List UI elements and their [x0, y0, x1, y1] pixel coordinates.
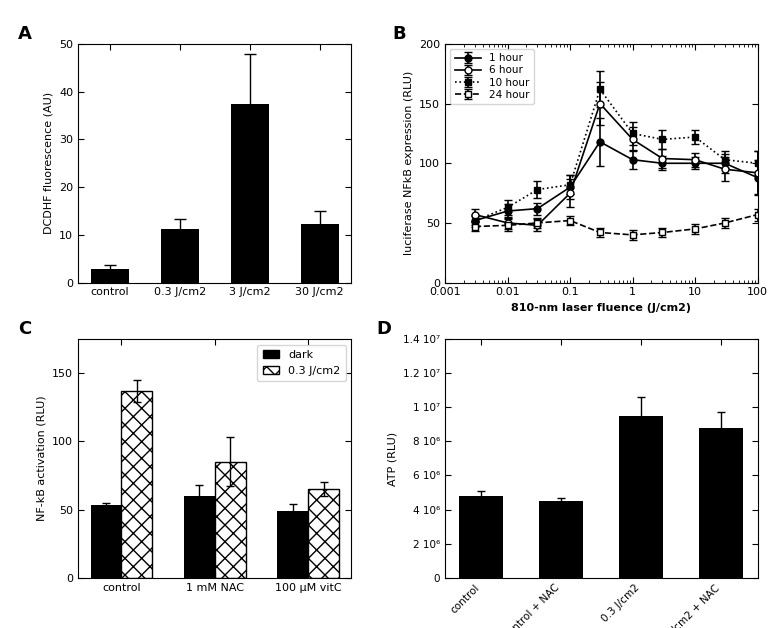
Bar — [184, 496, 215, 578]
Y-axis label: ATP (RLU): ATP (RLU) — [387, 431, 398, 485]
Legend: dark, 0.3 J/cm2: dark, 0.3 J/cm2 — [257, 345, 346, 381]
Bar — [540, 501, 583, 578]
X-axis label: 810-nm laser fluence (J/cm2): 810-nm laser fluence (J/cm2) — [512, 303, 691, 313]
Bar — [161, 229, 199, 283]
Bar — [459, 496, 504, 578]
Text: C: C — [18, 320, 31, 338]
Bar — [619, 416, 663, 578]
Bar — [308, 489, 339, 578]
Text: B: B — [392, 25, 405, 43]
Bar — [91, 269, 129, 283]
Y-axis label: DCDHF fluorescence (AU): DCDHF fluorescence (AU) — [44, 92, 54, 234]
Bar — [699, 428, 744, 578]
Y-axis label: NF-kB activation (RLU): NF-kB activation (RLU) — [37, 396, 47, 521]
Y-axis label: luciferase NFkB expression (RLU): luciferase NFkB expression (RLU) — [404, 71, 414, 256]
Text: A: A — [18, 25, 32, 43]
Legend: 1 hour, 6 hour, 10 hour, 24 hour: 1 hour, 6 hour, 10 hour, 24 hour — [451, 49, 533, 104]
Text: D: D — [376, 320, 391, 338]
Bar — [230, 104, 269, 283]
Bar — [91, 506, 121, 578]
Bar — [277, 511, 308, 578]
Bar — [301, 224, 339, 283]
Bar — [121, 391, 152, 578]
Bar — [215, 462, 245, 578]
